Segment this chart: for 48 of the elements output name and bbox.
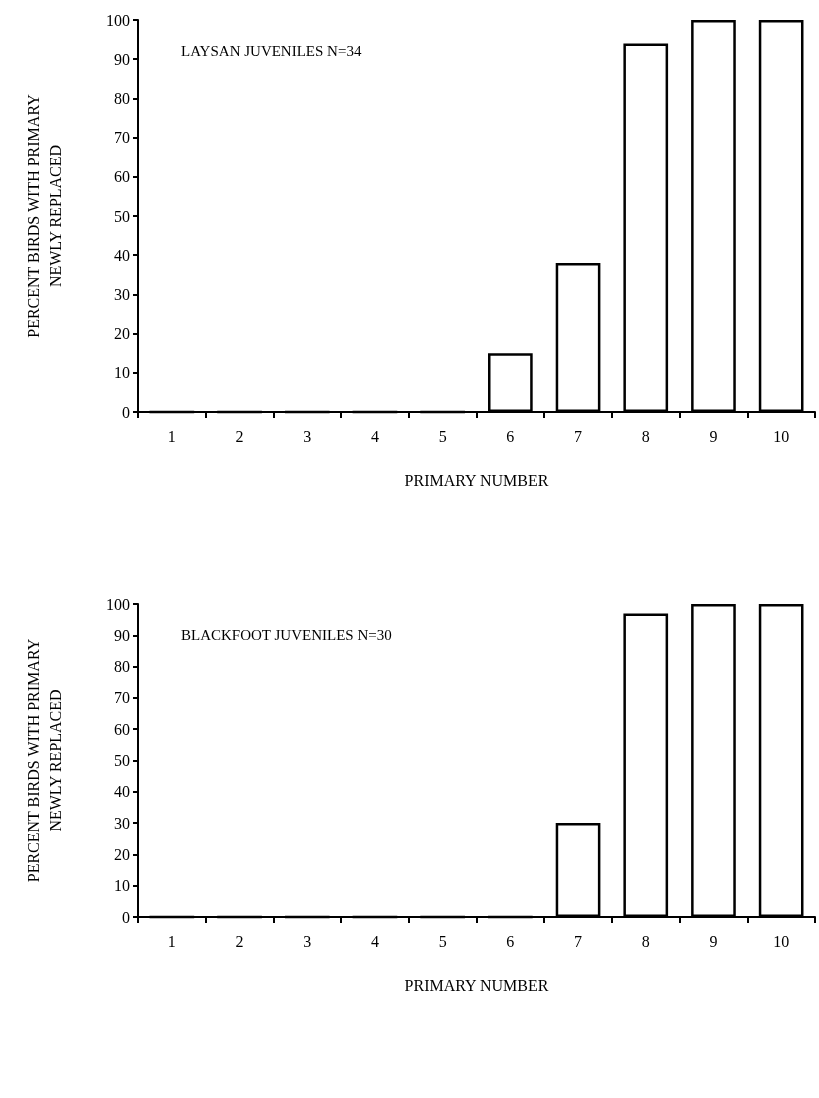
y-tick-label: 10: [114, 877, 130, 895]
y-tick-label: 40: [114, 783, 130, 801]
x-axis-title: PRIMARY NUMBER: [404, 976, 549, 994]
y-tick-label: 50: [114, 207, 130, 225]
y-tick-label: 30: [114, 285, 130, 303]
x-tick-label: 6: [506, 427, 515, 445]
x-tick-label: 6: [506, 932, 515, 950]
y-axis-title: PERCENT BIRDS WITH PRIMARY NEWLY REPLACED: [24, 638, 64, 883]
x-tick-label: 5: [438, 427, 447, 445]
y-tick-label: 90: [114, 626, 130, 644]
x-tick-label: 4: [370, 427, 379, 445]
y-tick-label: 80: [114, 89, 130, 107]
x-tick-label: 8: [641, 932, 650, 950]
y-tick-label: 90: [114, 50, 130, 68]
x-tick-label: 7: [574, 427, 583, 445]
x-tick-label: 10: [773, 932, 790, 950]
y-tick-label: 0: [122, 403, 130, 421]
x-tick-label: 2: [235, 932, 244, 950]
y-tick-label: 40: [114, 246, 130, 264]
y-tick-label: 20: [114, 325, 130, 343]
y-tick-label: 70: [114, 129, 130, 147]
text: BLACKFOOT JUVENILES N=30: [181, 626, 392, 643]
x-tick-label: 5: [438, 932, 447, 950]
x-tick-label: 4: [370, 932, 379, 950]
y-tick-label: 20: [114, 845, 130, 863]
x-tick-label: 1: [167, 427, 176, 445]
y-tick-label: 50: [114, 752, 130, 769]
y-tick-label: 60: [114, 720, 130, 738]
x-tick-label: 9: [709, 932, 718, 950]
y-tick-label: 100: [106, 595, 130, 613]
x-tick-label: 3: [303, 427, 312, 445]
y-tick-label: 60: [114, 168, 130, 186]
x-axis-title: PRIMARY NUMBER: [404, 471, 549, 489]
y-tick-label: 100: [106, 11, 130, 29]
x-tick-label: 3: [303, 932, 312, 950]
y-tick-label: 10: [114, 364, 130, 382]
x-tick-label: 9: [709, 427, 718, 445]
x-tick-label: 10: [773, 427, 790, 445]
x-tick-label: 8: [641, 427, 650, 445]
y-axis-title: PERCENT BIRDS WITH PRIMARY NEWLY REPLACED: [24, 93, 64, 338]
y-tick-label: 70: [114, 689, 130, 707]
x-tick-label: 1: [167, 932, 176, 950]
text: LAYSAN JUVENILES N=34: [181, 42, 362, 59]
y-tick-label: 30: [114, 814, 130, 832]
y-tick-label: 80: [114, 658, 130, 676]
y-tick-label: 0: [122, 908, 130, 926]
x-tick-label: 7: [574, 932, 583, 950]
x-tick-label: 2: [235, 427, 244, 445]
